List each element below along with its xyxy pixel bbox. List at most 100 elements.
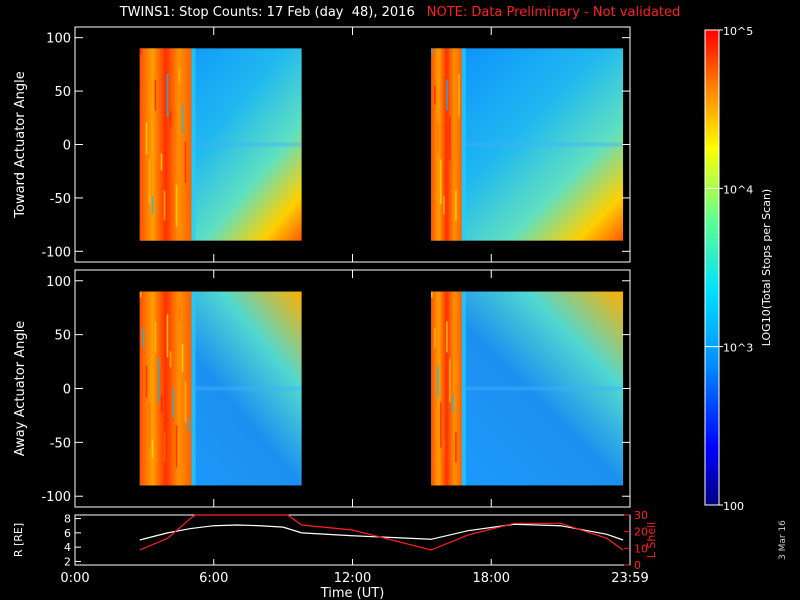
y-axis-label: Toward Actuator Angle: [13, 71, 28, 218]
heatmap-speckle: [172, 147, 175, 177]
heatmap-speckle: [175, 425, 178, 468]
heatmap-speckle: [169, 351, 172, 368]
heatmap-speckle: [455, 190, 457, 221]
heatmap-hot-band: [139, 48, 192, 241]
heatmap-speckle: [434, 328, 436, 348]
x-tick-label: 0:00: [60, 571, 89, 586]
heatmap-speckle: [452, 153, 454, 171]
heatmap-speckle: [139, 291, 142, 298]
heatmap-speckle: [184, 381, 187, 423]
heatmap-speckle: [166, 314, 169, 358]
colorbar-tick-label: 10^3: [723, 342, 753, 355]
heatmap-speckle: [449, 116, 451, 161]
heatmap-speckle: [443, 196, 445, 215]
heatmap-zero-band: [461, 142, 624, 147]
colorbar: 100 10^3 10^4 10^5 LOG10(Total Stops per Sca…: [704, 25, 773, 513]
x-axis-label: Time (UT): [320, 586, 385, 600]
heatmap-speckle: [160, 153, 163, 171]
y-tick-label: 100: [46, 275, 71, 290]
heatmap-block-2: [431, 291, 624, 486]
heatmap-hot-band: [431, 48, 462, 241]
heatmap-transition: [191, 291, 196, 486]
heatmap-speckle: [446, 79, 448, 111]
heatmap-zero-band: [191, 142, 302, 147]
heatmap-speckle: [449, 358, 451, 403]
heatmap-block-1: [139, 291, 302, 486]
heatmap-speckle: [184, 141, 187, 183]
colorbar-tick-label: 10^5: [723, 25, 753, 38]
x-tick-label: 18:00: [473, 571, 510, 586]
heatmap-speckle: [437, 122, 439, 155]
series-line-r-re-: [139, 523, 624, 541]
heatmap-transition: [461, 291, 466, 486]
heatmap-speckle: [458, 314, 460, 358]
heatmap-speckle: [166, 73, 169, 117]
heatmap-speckle: [440, 402, 442, 448]
y-tick-label: -100: [41, 490, 71, 505]
colorbar-gradient: [704, 29, 720, 506]
x-tick-label: 6:00: [199, 571, 228, 586]
colorbar-label: LOG10(Total Stops per Scan): [760, 189, 773, 346]
ephem-frame: [74, 514, 631, 566]
heatmap-speckle: [181, 104, 184, 133]
heatmap-speckle: [446, 321, 448, 353]
x-tick-label: 12:00: [334, 571, 371, 586]
heatmap-speckle: [178, 307, 181, 323]
heatmap-speckle: [434, 85, 436, 105]
heatmap-speckle: [452, 395, 454, 413]
heatmap-speckle: [455, 432, 457, 463]
heatmap-speckle: [151, 439, 154, 458]
heatmap-speckle: [154, 321, 157, 353]
right-tick-label: 10: [634, 542, 648, 555]
away-angle-panel: -100 -50 0 50 100 Away Actuator Angle: [13, 269, 631, 508]
heatmap-speckle: [139, 48, 142, 55]
plot-title: TWINS1: Stop Counts: 17 Feb (day 48), 20…: [0, 5, 800, 20]
date-stamp: 3 Mar 16: [778, 520, 788, 560]
heatmap-speckle: [148, 402, 151, 448]
heatmap-hot-band: [139, 291, 192, 486]
left-tick-label: 8: [64, 513, 71, 526]
heatmap-zero-band: [461, 386, 624, 391]
heatmap-speckle: [160, 395, 163, 413]
y-tick-label: 0: [63, 139, 71, 154]
left-tick-label: 6: [64, 527, 71, 540]
left-tick-label: 4: [64, 541, 71, 554]
preliminary-note: NOTE: Data Preliminary - Not validated: [426, 5, 681, 20]
right-tick-label: 0: [634, 559, 641, 572]
heatmap-speckle: [458, 73, 460, 117]
heatmap-speckle: [157, 116, 160, 161]
heatmap-speckle: [142, 85, 145, 105]
heatmap-speckle: [437, 365, 439, 398]
heatmap-speckle: [163, 190, 166, 221]
heatmap-zero-band: [191, 386, 302, 391]
heatmap-speckle: [148, 159, 151, 205]
heatmap-speckle: [431, 291, 433, 298]
y-axis-label: Away Actuator Angle: [13, 321, 28, 456]
heatmap-speckle: [443, 439, 445, 458]
heatmap-speckle: [187, 178, 190, 193]
heatmap-speckle: [440, 159, 442, 205]
heatmap-speckle: [181, 344, 184, 373]
right-axis-label: L Shell: [645, 522, 658, 558]
heatmap-speckle: [431, 48, 433, 55]
heatmap-speckle: [142, 328, 145, 348]
y-tick-label: 100: [46, 32, 71, 47]
heatmap-block-1: [139, 48, 302, 241]
right-tick-label: 30: [634, 509, 648, 522]
y-tick-label: 50: [54, 329, 71, 344]
y-tick-label: -50: [50, 192, 71, 207]
heatmap-speckle: [187, 418, 190, 433]
y-tick-label: 0: [63, 383, 71, 398]
colorbar-tick-label: 10^4: [723, 183, 753, 196]
heatmap-speckle: [157, 358, 160, 403]
heatmap-speckle: [145, 122, 148, 155]
heatmap-speckle: [169, 110, 172, 127]
heatmap-speckle: [175, 184, 178, 227]
heatmap-speckle: [154, 79, 157, 111]
colorbar-tick-label: 100: [723, 500, 744, 513]
right-tick-label: 20: [634, 526, 648, 539]
toward-angle-panel: -100 -50 0 50 100 Toward Actuator Angle: [13, 26, 631, 263]
x-tick-label: 23:59: [611, 571, 648, 586]
heatmap-hot-band: [431, 291, 462, 486]
